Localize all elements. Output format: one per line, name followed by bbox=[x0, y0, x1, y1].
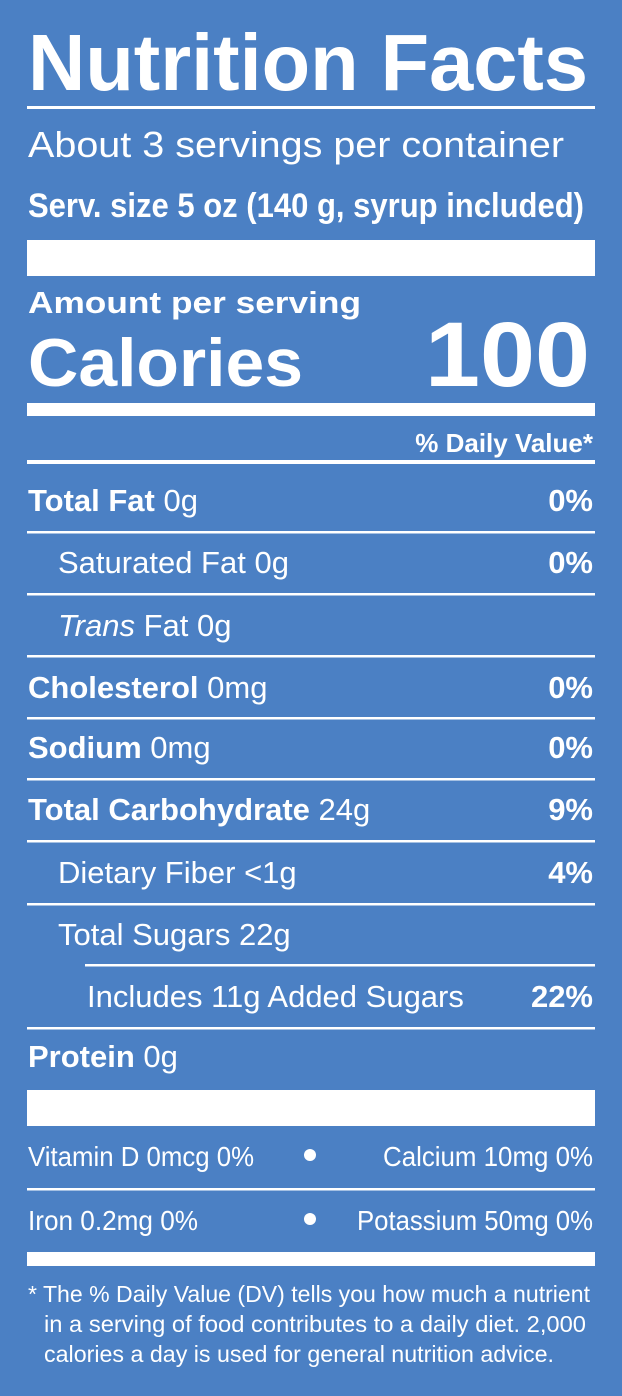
micronutrient: Calcium 10mg 0% bbox=[383, 1141, 593, 1172]
nutrient: Total Carbohydrate 24g bbox=[28, 792, 370, 827]
rule bbox=[27, 106, 595, 109]
footnote: * The % Daily Value (DV) tells you how m… bbox=[28, 1281, 591, 1307]
nutrient: Cholesterol 0mg bbox=[28, 670, 267, 705]
servings: About 3 servings per container bbox=[28, 124, 564, 165]
rule bbox=[27, 593, 595, 596]
calories-value: 100 bbox=[425, 304, 590, 406]
rule bbox=[27, 840, 595, 843]
nutrient: Trans Fat 0g bbox=[58, 608, 231, 643]
nutrient: Protein 0g bbox=[28, 1039, 178, 1074]
calories-label: Calories bbox=[28, 325, 303, 401]
amount-label: Amount per serving bbox=[28, 285, 361, 320]
rule bbox=[27, 1188, 595, 1191]
dv: 0% bbox=[548, 545, 593, 580]
title: Nutrition Facts bbox=[28, 18, 588, 107]
rule bbox=[27, 1027, 595, 1030]
nutrient: Sodium 0mg bbox=[28, 730, 211, 765]
thick-bar bbox=[27, 240, 595, 276]
nutrient: Total Sugars 22g bbox=[58, 917, 291, 952]
rule bbox=[27, 903, 595, 906]
dv: 4% bbox=[548, 855, 593, 890]
bullet bbox=[304, 1213, 316, 1225]
dv: 9% bbox=[548, 792, 593, 827]
serving-size: Serv. size 5 oz (140 g, syrup included) bbox=[28, 187, 584, 225]
dv: 22% bbox=[531, 979, 593, 1014]
nutrient: Saturated Fat 0g bbox=[58, 545, 289, 580]
micronutrient: Vitamin D 0mcg 0% bbox=[28, 1141, 254, 1172]
rule bbox=[27, 778, 595, 781]
nutrient: Dietary Fiber <1g bbox=[58, 855, 297, 890]
rule bbox=[85, 964, 595, 967]
footnote: calories a day is used for general nutri… bbox=[44, 1341, 554, 1367]
nutrient: Total Fat 0g bbox=[28, 483, 198, 518]
medium-bar bbox=[27, 403, 595, 416]
dv: 0% bbox=[548, 670, 593, 705]
micronutrient: Iron 0.2mg 0% bbox=[28, 1205, 198, 1236]
thick-bar bbox=[27, 1090, 595, 1126]
bullet bbox=[304, 1149, 316, 1161]
medium-bar bbox=[27, 1252, 595, 1266]
nutrient: Includes 11g Added Sugars bbox=[87, 979, 464, 1014]
rule bbox=[27, 655, 595, 658]
dv: 0% bbox=[548, 483, 593, 518]
micronutrient: Potassium 50mg 0% bbox=[357, 1205, 593, 1236]
rule bbox=[27, 531, 595, 534]
rule bbox=[27, 717, 595, 720]
dv: 0% bbox=[548, 730, 593, 765]
dv-header: % Daily Value* bbox=[415, 428, 594, 458]
footnote: in a serving of food contributes to a da… bbox=[44, 1311, 586, 1337]
rule bbox=[27, 460, 595, 464]
